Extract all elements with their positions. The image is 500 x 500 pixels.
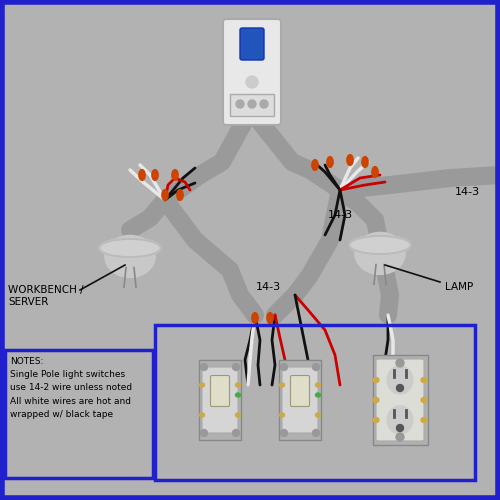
Ellipse shape <box>280 383 284 387</box>
Ellipse shape <box>236 393 240 397</box>
Ellipse shape <box>177 190 183 200</box>
Ellipse shape <box>373 418 379 422</box>
Ellipse shape <box>316 393 320 397</box>
Ellipse shape <box>105 236 155 278</box>
Ellipse shape <box>316 413 320 417</box>
Circle shape <box>396 424 404 432</box>
Ellipse shape <box>372 166 378 177</box>
Ellipse shape <box>355 232 405 274</box>
Text: 14-3: 14-3 <box>256 282 281 292</box>
Ellipse shape <box>236 413 240 417</box>
Circle shape <box>200 364 207 370</box>
Ellipse shape <box>152 170 158 180</box>
Ellipse shape <box>421 398 427 402</box>
Text: LAMP: LAMP <box>445 282 473 292</box>
Circle shape <box>232 364 239 370</box>
Ellipse shape <box>349 235 411 255</box>
Ellipse shape <box>200 383 204 387</box>
Ellipse shape <box>373 398 379 402</box>
Circle shape <box>396 384 404 392</box>
FancyBboxPatch shape <box>282 367 318 433</box>
Ellipse shape <box>312 160 318 170</box>
Circle shape <box>312 364 320 370</box>
Ellipse shape <box>236 383 240 387</box>
Circle shape <box>396 359 404 367</box>
Ellipse shape <box>387 366 413 394</box>
Text: 14-3: 14-3 <box>328 210 352 220</box>
Circle shape <box>396 433 404 441</box>
Bar <box>5 350 153 478</box>
FancyBboxPatch shape <box>372 355 428 445</box>
FancyBboxPatch shape <box>199 360 241 440</box>
Ellipse shape <box>172 170 178 180</box>
FancyBboxPatch shape <box>210 376 230 406</box>
Ellipse shape <box>316 383 320 387</box>
Text: WORKBENCH /
SERVER: WORKBENCH / SERVER <box>8 285 84 306</box>
Circle shape <box>232 430 239 436</box>
Ellipse shape <box>347 154 353 166</box>
FancyBboxPatch shape <box>240 28 264 60</box>
FancyBboxPatch shape <box>230 94 274 116</box>
Circle shape <box>200 430 207 436</box>
Circle shape <box>280 430 287 436</box>
Ellipse shape <box>139 170 145 180</box>
Text: 14-3: 14-3 <box>455 187 480 197</box>
Ellipse shape <box>99 238 161 258</box>
Ellipse shape <box>421 378 427 382</box>
FancyBboxPatch shape <box>223 19 281 125</box>
Ellipse shape <box>327 156 333 168</box>
Bar <box>155 325 475 480</box>
Ellipse shape <box>200 413 204 417</box>
Ellipse shape <box>421 418 427 422</box>
FancyBboxPatch shape <box>376 359 424 441</box>
Ellipse shape <box>373 378 379 382</box>
Circle shape <box>280 364 287 370</box>
Circle shape <box>246 76 258 88</box>
Circle shape <box>236 100 244 108</box>
Ellipse shape <box>362 156 368 168</box>
FancyBboxPatch shape <box>279 360 321 440</box>
Text: NOTES:
Single Pole light switches
use 14-2 wire unless noted
All white wires are: NOTES: Single Pole light switches use 14… <box>10 357 132 419</box>
FancyBboxPatch shape <box>202 367 238 433</box>
Ellipse shape <box>162 190 168 200</box>
Ellipse shape <box>387 406 413 434</box>
Circle shape <box>260 100 268 108</box>
Circle shape <box>248 100 256 108</box>
Ellipse shape <box>280 413 284 417</box>
Ellipse shape <box>252 312 258 324</box>
Circle shape <box>312 430 320 436</box>
Ellipse shape <box>267 312 273 324</box>
FancyBboxPatch shape <box>290 376 310 406</box>
